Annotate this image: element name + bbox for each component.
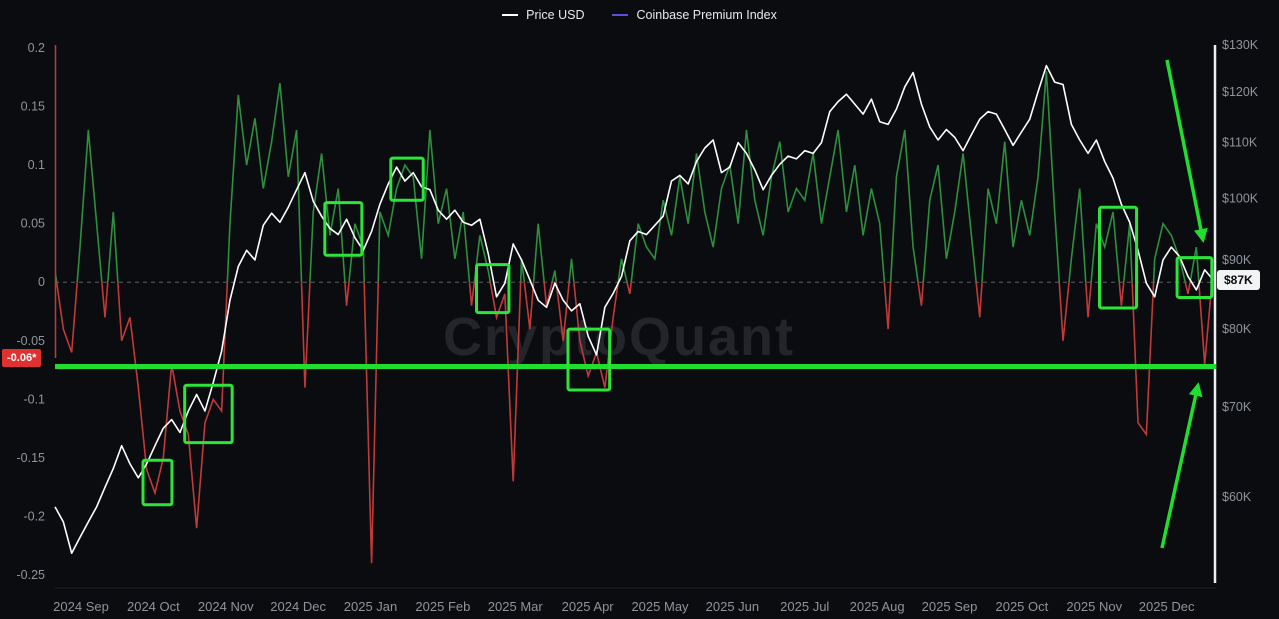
highlight-box [566, 327, 612, 392]
x-axis-label: 2025 May [631, 599, 689, 614]
right-axis-label: $110K [1222, 136, 1258, 150]
left-axis-label: 0.05 [21, 217, 45, 231]
left-axis-label: 0.1 [28, 158, 45, 172]
support-test-arrow [1160, 382, 1203, 549]
x-axis-label: 2025 Mar [488, 599, 544, 614]
legend-label-price: Price USD [526, 8, 585, 22]
highlight-box [183, 383, 234, 445]
legend-label-premium: Coinbase Premium Index [636, 8, 777, 22]
x-axis-label: 2025 Sep [922, 599, 978, 614]
highlight-box [1175, 256, 1214, 299]
x-axis-label: 2025 Jan [344, 599, 398, 614]
right-axis-label: $70K [1222, 400, 1252, 414]
right-axis-label: $130K [1222, 38, 1259, 52]
left-axis-label: -0.2 [23, 509, 45, 523]
highlight-box [389, 156, 425, 202]
x-axis-label: 2025 Jul [780, 599, 829, 614]
right-axis-label: $100K [1222, 191, 1259, 205]
highlight-box [323, 201, 364, 257]
price-drop-arrow [1165, 59, 1208, 243]
premium-level-badge: -0.06* [2, 349, 42, 368]
left-axis-label: 0.15 [21, 100, 45, 114]
premium-line-swatch [612, 14, 629, 16]
highlight-box [1098, 205, 1139, 310]
x-axis-label: 2024 Dec [270, 599, 326, 614]
left-axis-label: -0.05 [17, 334, 46, 348]
legend: Price USD Coinbase Premium Index [0, 8, 1279, 22]
price-usd-line [54, 64, 1214, 555]
left-axis-label: -0.15 [17, 451, 46, 465]
premium-index-line-negative [55, 282, 1213, 564]
left-axis-label: 0.2 [28, 41, 45, 55]
x-axis-label: 2024 Oct [127, 599, 180, 614]
x-axis-label: 2024 Sep [53, 599, 109, 614]
right-axis-label: $90K [1222, 253, 1252, 267]
highlight-box [475, 263, 511, 315]
left-axis-label: -0.1 [23, 392, 45, 406]
right-axis-label: $60K [1222, 490, 1252, 504]
x-axis-label: 2025 Oct [995, 599, 1048, 614]
x-axis-label: 2025 Jun [706, 599, 760, 614]
price-current-badge: $87K [1217, 269, 1260, 290]
legend-item-price[interactable]: Price USD [502, 8, 584, 22]
price-line-swatch [502, 14, 519, 16]
x-axis-label: 2024 Nov [198, 599, 254, 614]
left-axis-label: 0 [38, 275, 45, 289]
right-axis-label: $80K [1222, 322, 1252, 336]
legend-item-premium[interactable]: Coinbase Premium Index [612, 8, 777, 22]
premium-index-line-positive [55, 71, 1214, 283]
x-axis-label: 2025 Apr [562, 599, 615, 614]
x-axis-label: 2025 Dec [1139, 599, 1195, 614]
right-axis-label: $120K [1222, 85, 1259, 99]
x-axis-label: 2025 Nov [1066, 599, 1122, 614]
x-axis-label: 2025 Feb [415, 599, 470, 614]
left-axis-label: -0.25 [17, 568, 46, 582]
x-axis-label: 2025 Aug [850, 599, 905, 614]
highlight-box [141, 458, 174, 507]
